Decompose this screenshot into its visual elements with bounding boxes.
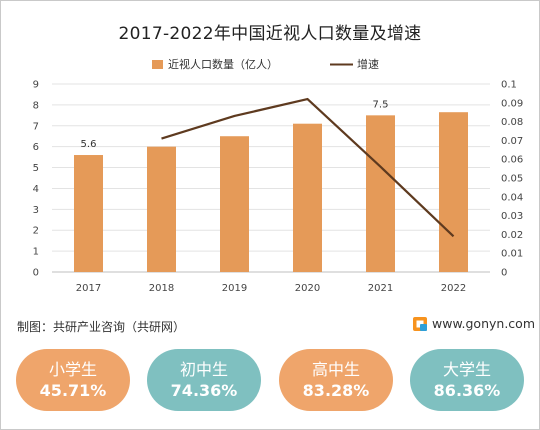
y-right-tick-label: 0.05 — [501, 174, 523, 185]
brand-watermark: www.gonyn.com — [413, 316, 535, 331]
pill-primary-school: 小学生 45.71% — [16, 349, 130, 411]
pill-value: 45.71% — [39, 380, 107, 400]
pill-label: 大学生 — [442, 359, 491, 379]
y-right-tick-label: 0.09 — [501, 98, 523, 109]
y-left-tick-label: 9 — [33, 80, 39, 91]
legend: 近视人口数量（亿人） 增速 — [152, 57, 379, 71]
y-left-tick-label: 0 — [33, 268, 39, 279]
pill-value: 74.36% — [170, 380, 238, 400]
gonyn-logo-icon — [413, 316, 427, 331]
y-right-tick-label: 0 — [501, 268, 507, 279]
y-left-tick-label: 2 — [33, 226, 39, 237]
pill-value: 86.36% — [433, 380, 501, 400]
x-axis: 2017 2018 2019 2020 2021 2022 — [76, 283, 466, 294]
bar — [439, 112, 468, 272]
pill-junior-high: 初中生 74.36% — [147, 349, 261, 411]
y-left-tick-label: 4 — [33, 184, 39, 195]
data-labels: 5.6 7.5 — [81, 99, 389, 150]
y-left-tick-label: 8 — [33, 100, 39, 111]
y-left-tick-label: 7 — [33, 121, 39, 132]
line-series — [161, 97, 455, 238]
y-left-tick-label: 5 — [33, 163, 39, 174]
bar — [74, 155, 103, 272]
y-right-tick-label: 0.04 — [501, 192, 523, 203]
x-tick-label: 2019 — [222, 283, 247, 294]
y-right-tick-label: 0.02 — [501, 230, 523, 241]
pill-label: 小学生 — [48, 359, 97, 379]
x-tick-label: 2020 — [295, 283, 320, 294]
y-right-tick-label: 0.01 — [501, 249, 523, 260]
y-left-tick-label: 1 — [33, 247, 39, 258]
y-axis-left: 0 1 2 3 4 5 6 7 8 9 — [33, 80, 39, 279]
x-tick-label: 2021 — [368, 283, 393, 294]
bar — [220, 136, 249, 272]
y-right-tick-label: 0.06 — [501, 155, 523, 166]
legend-bar-label: 近视人口数量（亿人） — [168, 57, 278, 71]
source-note: 制图：共研产业咨询（共研网） — [17, 320, 186, 334]
brand-url: www.gonyn.com — [432, 316, 535, 331]
y-axis-right: 0 0.01 0.02 0.03 0.04 0.05 0.06 0.07 0.08 0.09 0.1 — [501, 80, 523, 279]
pill-value: 83.28% — [302, 380, 370, 400]
pill-senior-high: 高中生 83.28% — [279, 349, 393, 411]
data-label: 5.6 — [81, 139, 97, 150]
gridlines — [52, 83, 490, 273]
data-label: 7.5 — [373, 99, 389, 110]
y-right-tick-label: 0.08 — [501, 117, 523, 128]
pill-university: 大学生 86.36% — [410, 349, 524, 411]
y-left-tick-label: 3 — [33, 205, 39, 216]
x-tick-label: 2017 — [76, 283, 101, 294]
y-right-tick-label: 0.03 — [501, 211, 523, 222]
pill-label: 初中生 — [179, 359, 228, 379]
chart-title: 2017-2022年中国近视人口数量及增速 — [118, 24, 422, 44]
y-right-tick-label: 0.1 — [501, 80, 517, 91]
legend-bar-swatch — [152, 60, 163, 69]
bar — [366, 115, 395, 272]
legend-line-label: 增速 — [357, 57, 379, 71]
chart-area: 近视人口数量（亿人） 增速 5.6 7.5 0 1 2 3 4 5 6 7 8 9 0 0.01 0.0… — [33, 57, 524, 294]
bar-series — [74, 112, 468, 272]
y-left-tick-label: 6 — [33, 142, 39, 153]
y-right-tick-label: 0.07 — [501, 136, 523, 147]
x-tick-label: 2018 — [149, 283, 174, 294]
bar — [147, 146, 176, 272]
bar — [293, 123, 322, 272]
pill-label: 高中生 — [311, 359, 360, 379]
x-tick-label: 2022 — [441, 283, 466, 294]
